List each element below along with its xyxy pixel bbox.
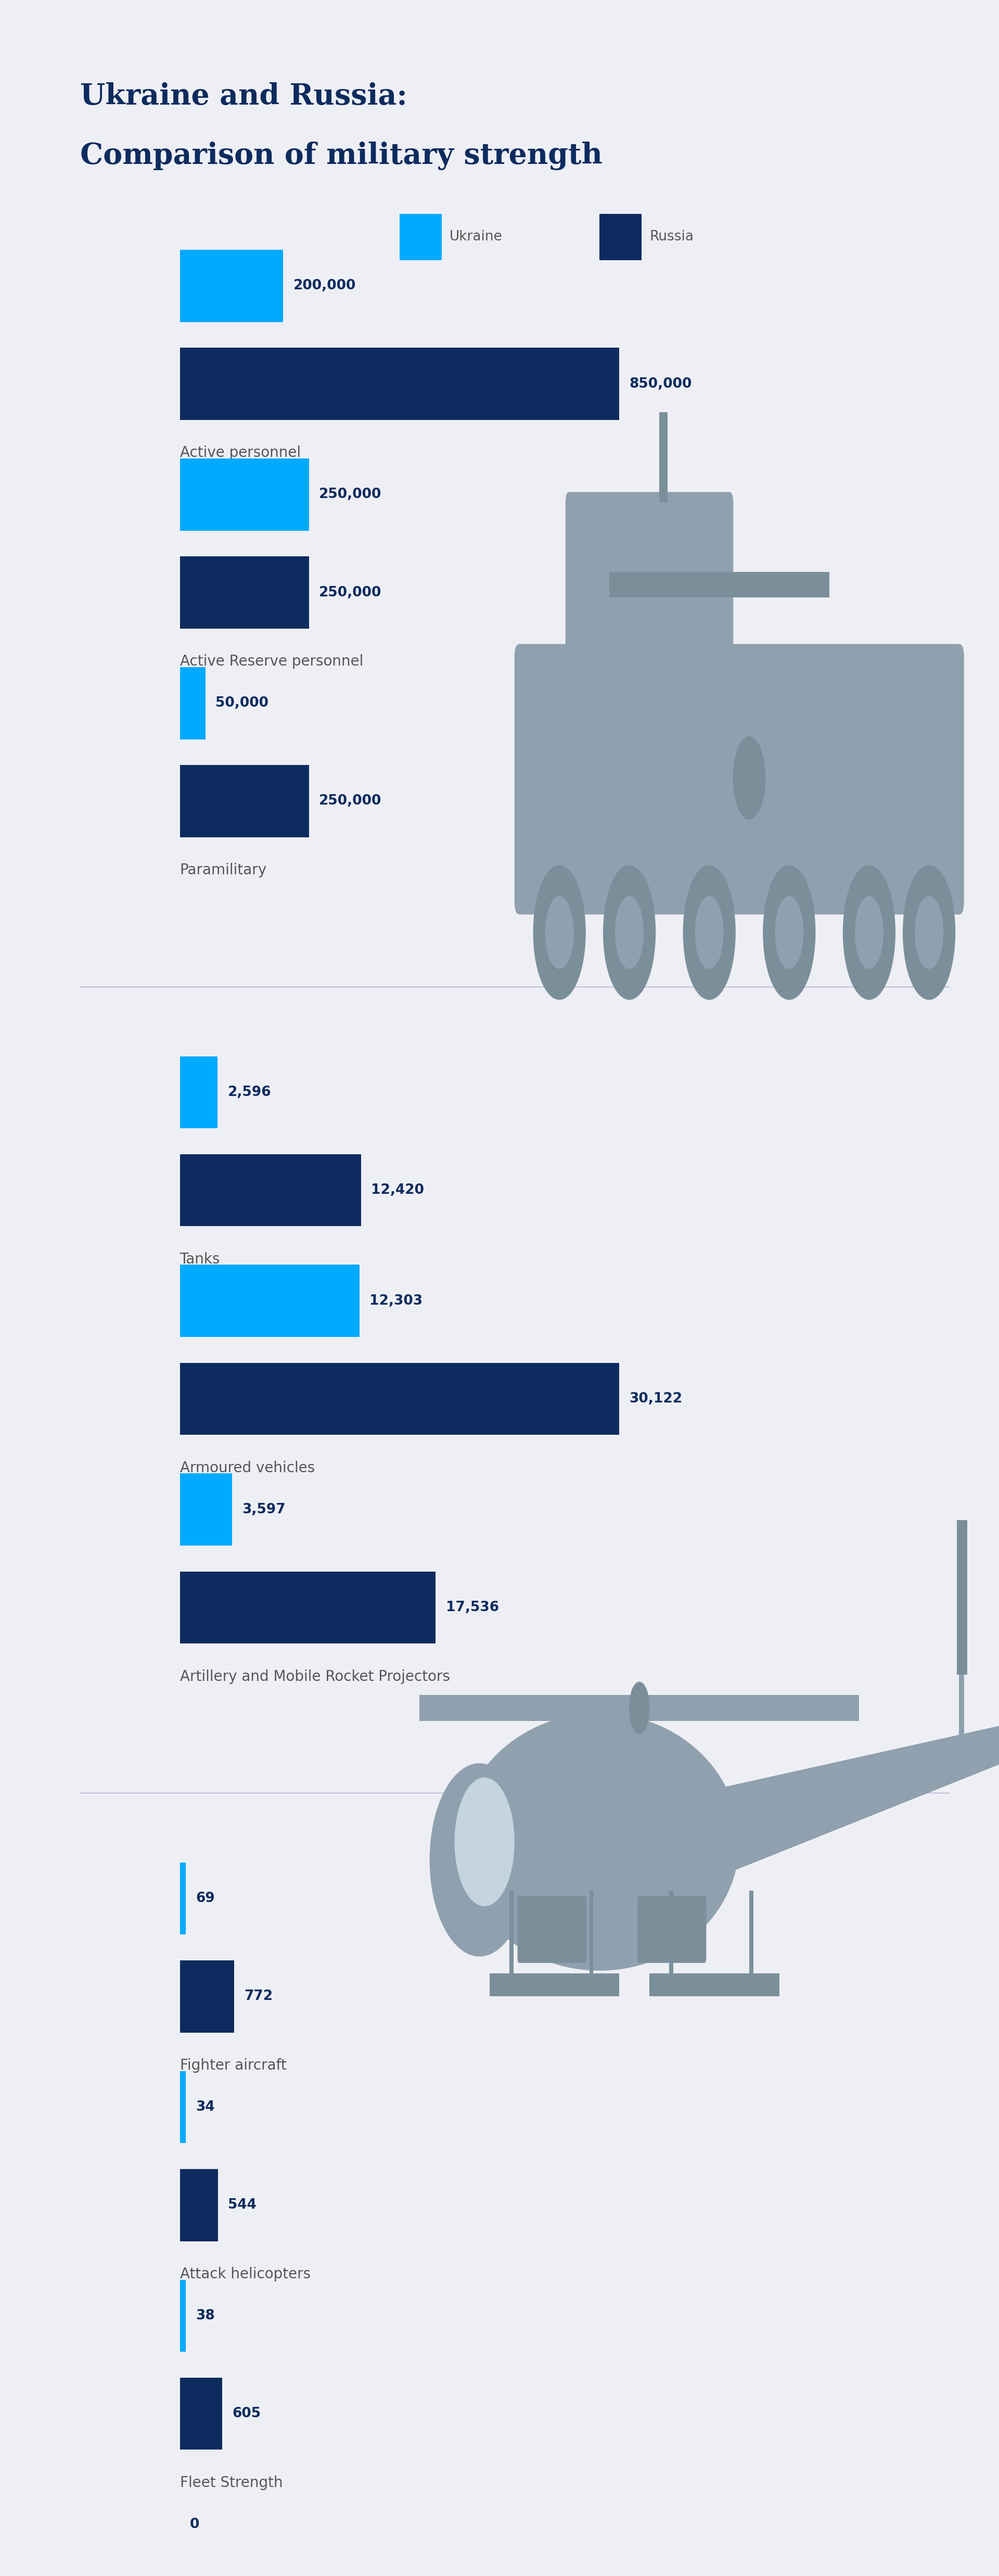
Bar (180, 765, 309, 837)
Text: 3,597: 3,597 (243, 1502, 286, 1517)
Text: 250,000: 250,000 (319, 793, 382, 809)
Text: Active Reserve personnel: Active Reserve personnel (180, 654, 364, 670)
Circle shape (855, 896, 883, 969)
Text: Artillery and Mobile Rocket Projectors: Artillery and Mobile Rocket Projectors (180, 1669, 450, 1685)
Circle shape (629, 1682, 649, 1734)
Polygon shape (709, 1726, 999, 1880)
Text: 34: 34 (196, 2099, 215, 2115)
Text: Tanks: Tanks (180, 1252, 220, 1267)
Circle shape (683, 866, 735, 999)
Bar (589, 1891, 593, 1973)
Text: 772: 772 (244, 1989, 273, 2004)
Text: Active personnel: Active personnel (180, 446, 301, 461)
FancyBboxPatch shape (565, 492, 733, 667)
Ellipse shape (460, 1713, 739, 1971)
Circle shape (763, 866, 815, 999)
Text: 200,000: 200,000 (294, 278, 356, 294)
Bar (180, 556, 309, 629)
Bar (180, 1862, 186, 1935)
Text: Ukraine: Ukraine (450, 229, 502, 245)
Ellipse shape (455, 1777, 514, 1906)
Bar (669, 1891, 673, 1973)
Text: Attack helicopters: Attack helicopters (180, 2267, 311, 2282)
Bar (490, 1973, 619, 1996)
Text: 17,536: 17,536 (446, 1600, 499, 1615)
Bar (180, 1265, 360, 1337)
Text: 12,420: 12,420 (371, 1182, 425, 1198)
Circle shape (603, 866, 655, 999)
Bar (180, 1056, 218, 1128)
Text: 0: 0 (190, 2517, 200, 2532)
Bar (180, 250, 284, 322)
Circle shape (545, 896, 573, 969)
Bar (959, 1589, 964, 1757)
Bar (180, 348, 619, 420)
Bar (180, 1960, 234, 2032)
Bar (180, 2280, 186, 2352)
Bar (957, 1520, 967, 1674)
Circle shape (533, 866, 585, 999)
Text: Armoured vehicles: Armoured vehicles (180, 1461, 315, 1476)
Bar (180, 1473, 233, 1546)
Bar (649, 1973, 779, 1996)
Circle shape (615, 896, 643, 969)
Bar (509, 1891, 513, 1973)
Bar (659, 412, 667, 502)
Bar (609, 572, 829, 598)
FancyBboxPatch shape (514, 644, 964, 914)
Text: 544: 544 (228, 2197, 257, 2213)
Bar (599, 214, 641, 260)
Text: 38: 38 (196, 2308, 215, 2324)
Text: Fighter aircraft: Fighter aircraft (180, 2058, 287, 2074)
Text: 69: 69 (196, 1891, 215, 1906)
Ellipse shape (430, 1762, 529, 1958)
Text: 850,000: 850,000 (629, 376, 692, 392)
Text: Paramilitary: Paramilitary (180, 863, 267, 878)
Bar (180, 2169, 218, 2241)
Bar (180, 1363, 619, 1435)
Text: 12,303: 12,303 (370, 1293, 423, 1309)
Circle shape (843, 866, 895, 999)
Circle shape (733, 737, 765, 819)
Text: 2,596: 2,596 (228, 1084, 271, 1100)
Bar (400, 214, 442, 260)
FancyBboxPatch shape (637, 1896, 706, 1963)
Circle shape (903, 866, 955, 999)
Text: Russia: Russia (649, 229, 693, 245)
Text: 250,000: 250,000 (319, 487, 382, 502)
Bar (180, 459, 309, 531)
Text: 50,000: 50,000 (216, 696, 269, 711)
Bar (180, 1571, 436, 1643)
Bar (180, 2071, 186, 2143)
Circle shape (775, 896, 803, 969)
Bar (180, 1154, 361, 1226)
Text: Comparison of military strength: Comparison of military strength (80, 142, 602, 170)
Text: 250,000: 250,000 (319, 585, 382, 600)
Circle shape (695, 896, 723, 969)
Text: Ukraine and Russia:: Ukraine and Russia: (80, 82, 408, 111)
Bar (749, 1891, 753, 1973)
Bar (180, 2378, 223, 2450)
Bar (180, 667, 206, 739)
FancyBboxPatch shape (517, 1896, 586, 1963)
Text: Fleet Strength: Fleet Strength (180, 2476, 283, 2491)
Text: 30,122: 30,122 (629, 1391, 682, 1406)
Bar (420, 1695, 859, 1721)
Circle shape (915, 896, 943, 969)
Text: 605: 605 (233, 2406, 261, 2421)
